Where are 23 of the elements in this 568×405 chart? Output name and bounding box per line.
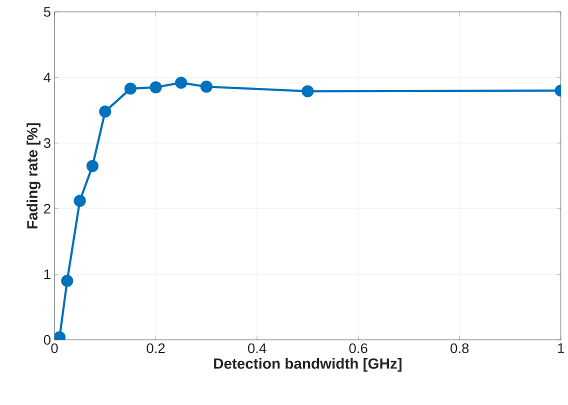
x-tick-label: 0.4 bbox=[248, 343, 266, 354]
x-tick-label: 0.6 bbox=[349, 343, 368, 354]
point bbox=[74, 194, 86, 207]
point bbox=[200, 80, 212, 93]
x-tick-label: 0.2 bbox=[146, 343, 165, 354]
point bbox=[150, 81, 162, 94]
point bbox=[61, 274, 74, 287]
point bbox=[86, 160, 99, 172]
y-axis-title: Fading rate [%] bbox=[26, 123, 41, 228]
y-tick-label: 3 bbox=[44, 138, 50, 148]
point bbox=[175, 76, 188, 89]
point bbox=[99, 105, 112, 118]
x-tick-label: 0 bbox=[51, 343, 58, 354]
y-tick-label: 5 bbox=[44, 6, 50, 17]
x-tick-label: 0.8 bbox=[450, 343, 469, 354]
point bbox=[124, 82, 137, 95]
y-tick-label: 4 bbox=[44, 72, 51, 82]
y-tick-label: 2 bbox=[44, 204, 50, 214]
y-tick-label: 0 bbox=[44, 334, 50, 345]
x-tick-label: 1 bbox=[558, 343, 564, 353]
point bbox=[302, 85, 314, 98]
y-tick-label: 1 bbox=[44, 269, 50, 279]
x-axis-title: Detection bandwidth [GHz] bbox=[214, 358, 402, 372]
